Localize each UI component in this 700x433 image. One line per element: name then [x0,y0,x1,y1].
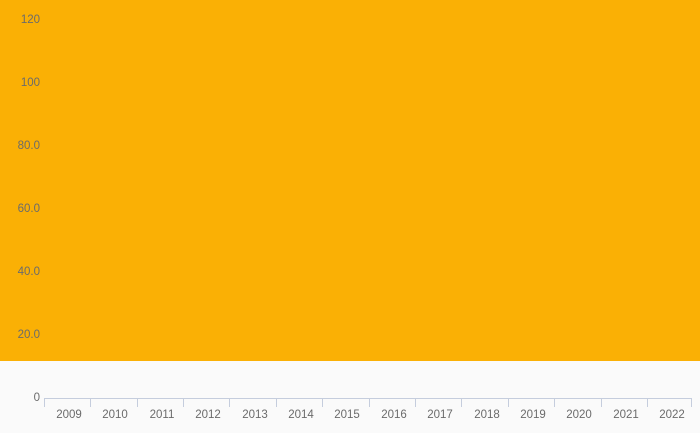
x-axis-tick [647,399,648,407]
x-axis-tick-label-2012: 2012 [195,409,221,421]
bar-2013[interactable] [243,164,267,360]
x-axis-tick [415,399,416,407]
x-axis-tick-label-2009: 2009 [56,409,82,421]
x-axis-tick-label-2011: 2011 [149,409,175,421]
bar-2015[interactable] [336,190,360,360]
x-axis-tick [44,399,45,407]
x-axis-tick [322,399,323,407]
bar-2011[interactable] [150,65,174,360]
y-axis-tick-label: 20.0 [17,329,40,341]
x-axis-tick [90,399,91,407]
x-axis-tick [508,399,509,407]
bar-series [44,0,691,360]
y-axis-tick-label: 0 [33,392,40,404]
x-axis-tick-label-2018: 2018 [474,409,500,421]
x-axis-tick-label-2019: 2019 [520,409,546,421]
x-axis-tick-label-2016: 2016 [381,409,407,421]
x-axis-tick [369,399,370,407]
x-axis-tick-label-2014: 2014 [288,409,314,421]
x-axis-tick [229,399,230,407]
bar-2012[interactable] [196,100,220,360]
x-axis-tick-label-2015: 2015 [334,409,360,421]
y-axis-tick-label: 40.0 [17,266,40,278]
x-axis-tick [276,399,277,407]
x-axis-tick [601,399,602,407]
bar-2022[interactable] [661,18,685,360]
bar-2018[interactable] [475,242,499,360]
x-axis-tick [691,399,692,407]
x-axis-tick [461,399,462,407]
x-axis-tick-label-2022: 2022 [659,409,685,421]
x-axis-tick-label-2013: 2013 [242,409,268,421]
bar-2010[interactable] [103,20,127,360]
y-axis: 120 100 80.0 60.0 40.0 20.0 0 [0,0,40,433]
x-axis-tick-label-2021: 2021 [613,409,639,421]
y-axis-tick-label: 60.0 [17,203,40,215]
bar-2014[interactable] [289,176,313,360]
bar-chart: 120 100 80.0 60.0 40.0 20.0 0 [0,0,700,421]
x-axis: 2009 2010 2011 2012 2013 2014 2015 2016 … [44,408,691,428]
bar-2021[interactable] [614,38,638,360]
bar-2020[interactable] [568,18,592,360]
x-axis-tick-label-2020: 2020 [566,409,592,421]
y-axis-tick-label: 80.0 [17,140,40,152]
bar-2009[interactable] [57,32,81,360]
y-axis-tick-label: 120 [20,14,40,26]
y-axis-tick-label: 100 [20,77,40,89]
x-axis-tick [183,399,184,407]
x-axis-tick-label-2010: 2010 [102,409,128,421]
x-axis-line [44,398,692,399]
x-axis-tick [137,399,138,407]
bar-2017[interactable] [428,219,452,360]
x-axis-tick-label-2017: 2017 [427,409,453,421]
bar-2019[interactable] [521,38,545,360]
x-axis-tick [554,399,555,407]
bar-2016[interactable] [382,210,406,360]
